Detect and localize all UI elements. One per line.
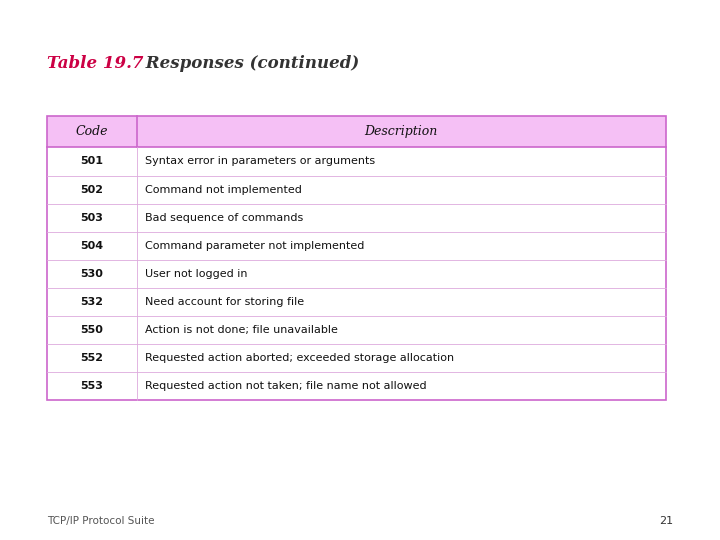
Text: 504: 504 <box>80 241 103 251</box>
Text: Need account for storing file: Need account for storing file <box>145 297 305 307</box>
Text: Description: Description <box>364 125 438 138</box>
Text: 552: 552 <box>80 353 103 363</box>
Text: Command parameter not implemented: Command parameter not implemented <box>145 241 364 251</box>
Text: 503: 503 <box>80 213 103 222</box>
Text: Bad sequence of commands: Bad sequence of commands <box>145 213 303 222</box>
Text: Requested action not taken; file name not allowed: Requested action not taken; file name no… <box>145 381 427 391</box>
Text: 530: 530 <box>80 269 103 279</box>
Text: Syntax error in parameters or arguments: Syntax error in parameters or arguments <box>145 157 375 166</box>
Text: TCP/IP Protocol Suite: TCP/IP Protocol Suite <box>47 516 154 526</box>
Text: User not logged in: User not logged in <box>145 269 248 279</box>
Text: 501: 501 <box>80 157 103 166</box>
Text: Command not implemented: Command not implemented <box>145 185 302 194</box>
Text: 532: 532 <box>80 297 103 307</box>
Text: 550: 550 <box>80 325 103 335</box>
Text: Requested action aborted; exceeded storage allocation: Requested action aborted; exceeded stora… <box>145 353 454 363</box>
Text: 553: 553 <box>80 381 103 391</box>
Text: Table 19.7: Table 19.7 <box>47 55 143 71</box>
Text: Action is not done; file unavailable: Action is not done; file unavailable <box>145 325 338 335</box>
Text: 21: 21 <box>659 516 673 526</box>
Text: Code: Code <box>76 125 108 138</box>
Text: Responses (continued): Responses (continued) <box>140 55 360 71</box>
Text: 502: 502 <box>80 185 103 194</box>
